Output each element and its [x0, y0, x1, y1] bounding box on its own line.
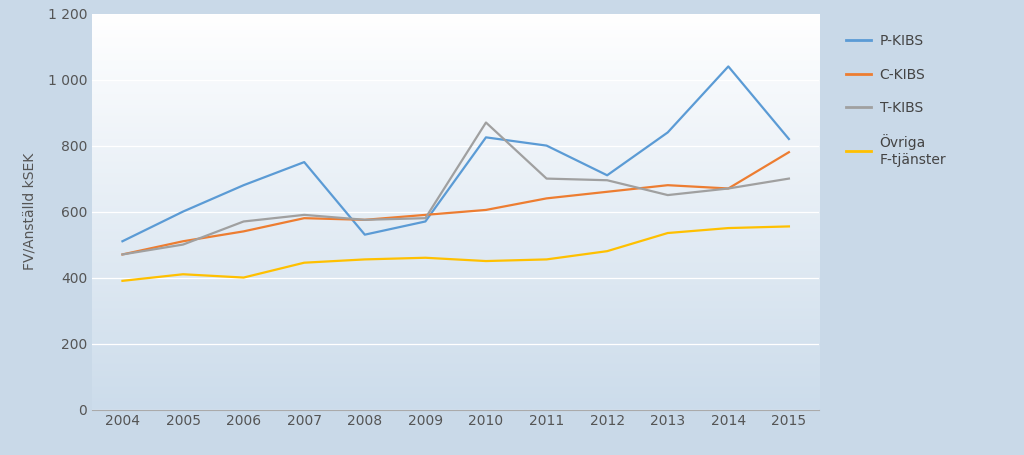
Y-axis label: FV/Anställd kSEK: FV/Anställd kSEK [23, 153, 37, 270]
Legend: P-KIBS, C-KIBS, T-KIBS, Övriga
F-tjänster: P-KIBS, C-KIBS, T-KIBS, Övriga F-tjänste… [841, 29, 951, 172]
